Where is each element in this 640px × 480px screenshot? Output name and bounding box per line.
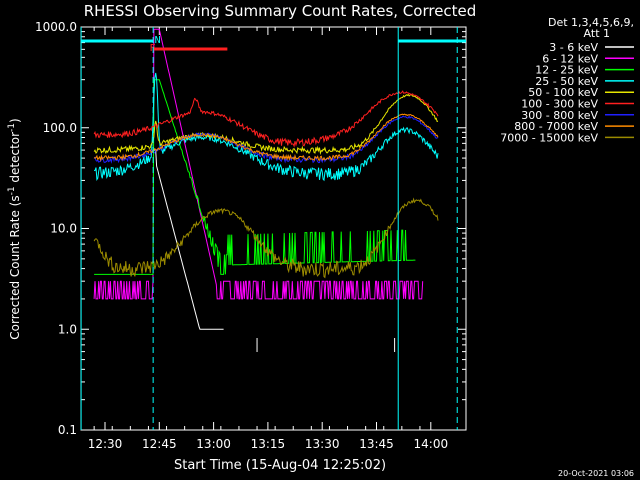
x-axis-label: Start Time (15-Aug-04 12:25:02): [174, 458, 386, 473]
legend-label: 300 - 800 keV: [521, 109, 598, 122]
series-line: [93, 90, 439, 148]
series-line: [153, 149, 224, 330]
legend-label: 100 - 300 keV: [521, 98, 598, 111]
overlay: FN: [80, 27, 466, 430]
legend-label: 12 - 25 keV: [535, 64, 598, 77]
series-line: [93, 28, 424, 300]
legend-label: 25 - 50 keV: [535, 75, 598, 88]
x-tick-label: 13:30: [305, 437, 340, 451]
plot-area: [80, 26, 467, 431]
x-tick-label: 14:00: [414, 437, 449, 451]
y-tick-label: 0.1: [58, 423, 77, 437]
x-tick-label: 13:45: [359, 437, 394, 451]
y-tick-label: 100.0: [43, 121, 77, 135]
legend-label: 800 - 7000 keV: [514, 120, 598, 133]
axes: 1000.0 100.0 10.0 1.0 0.1 12:30 12:45 13:00 13:1…: [35, 20, 466, 451]
x-tick-label: 12:45: [142, 437, 177, 451]
series-line: [93, 113, 439, 162]
x-tick-label: 13:15: [251, 437, 286, 451]
series-line: [93, 93, 439, 156]
flare-flag-label: F: [150, 43, 156, 54]
legend-header-line2: Att 1: [584, 27, 610, 40]
y-tick-label: 1000.0: [35, 20, 77, 34]
night-flag-label: N: [155, 35, 161, 46]
chart-title: RHESSI Observing Summary Count Rates, Co…: [84, 2, 477, 20]
traces: [93, 28, 439, 330]
series-line: [94, 79, 416, 275]
legend-label: 50 - 100 keV: [528, 86, 598, 99]
y-axis-label: Corrected Count Rate (s-1 detector-1): [7, 118, 22, 339]
y-tick-label: 10.0: [50, 222, 77, 236]
x-tick-label: 13:00: [196, 437, 231, 451]
y-tick-label: 1.0: [58, 322, 77, 336]
series-line: [93, 197, 439, 279]
legend-label: 6 - 12 keV: [542, 52, 598, 65]
legend-label: 7000 - 15000 keV: [500, 131, 598, 144]
x-tick-label: 12:30: [88, 437, 123, 451]
footer-date: 20-Oct-2021 03:06: [558, 469, 634, 478]
legend-label: 3 - 6 keV: [549, 41, 598, 54]
legend-header-line1: Det 1,3,4,5,6,9,: [548, 16, 634, 29]
